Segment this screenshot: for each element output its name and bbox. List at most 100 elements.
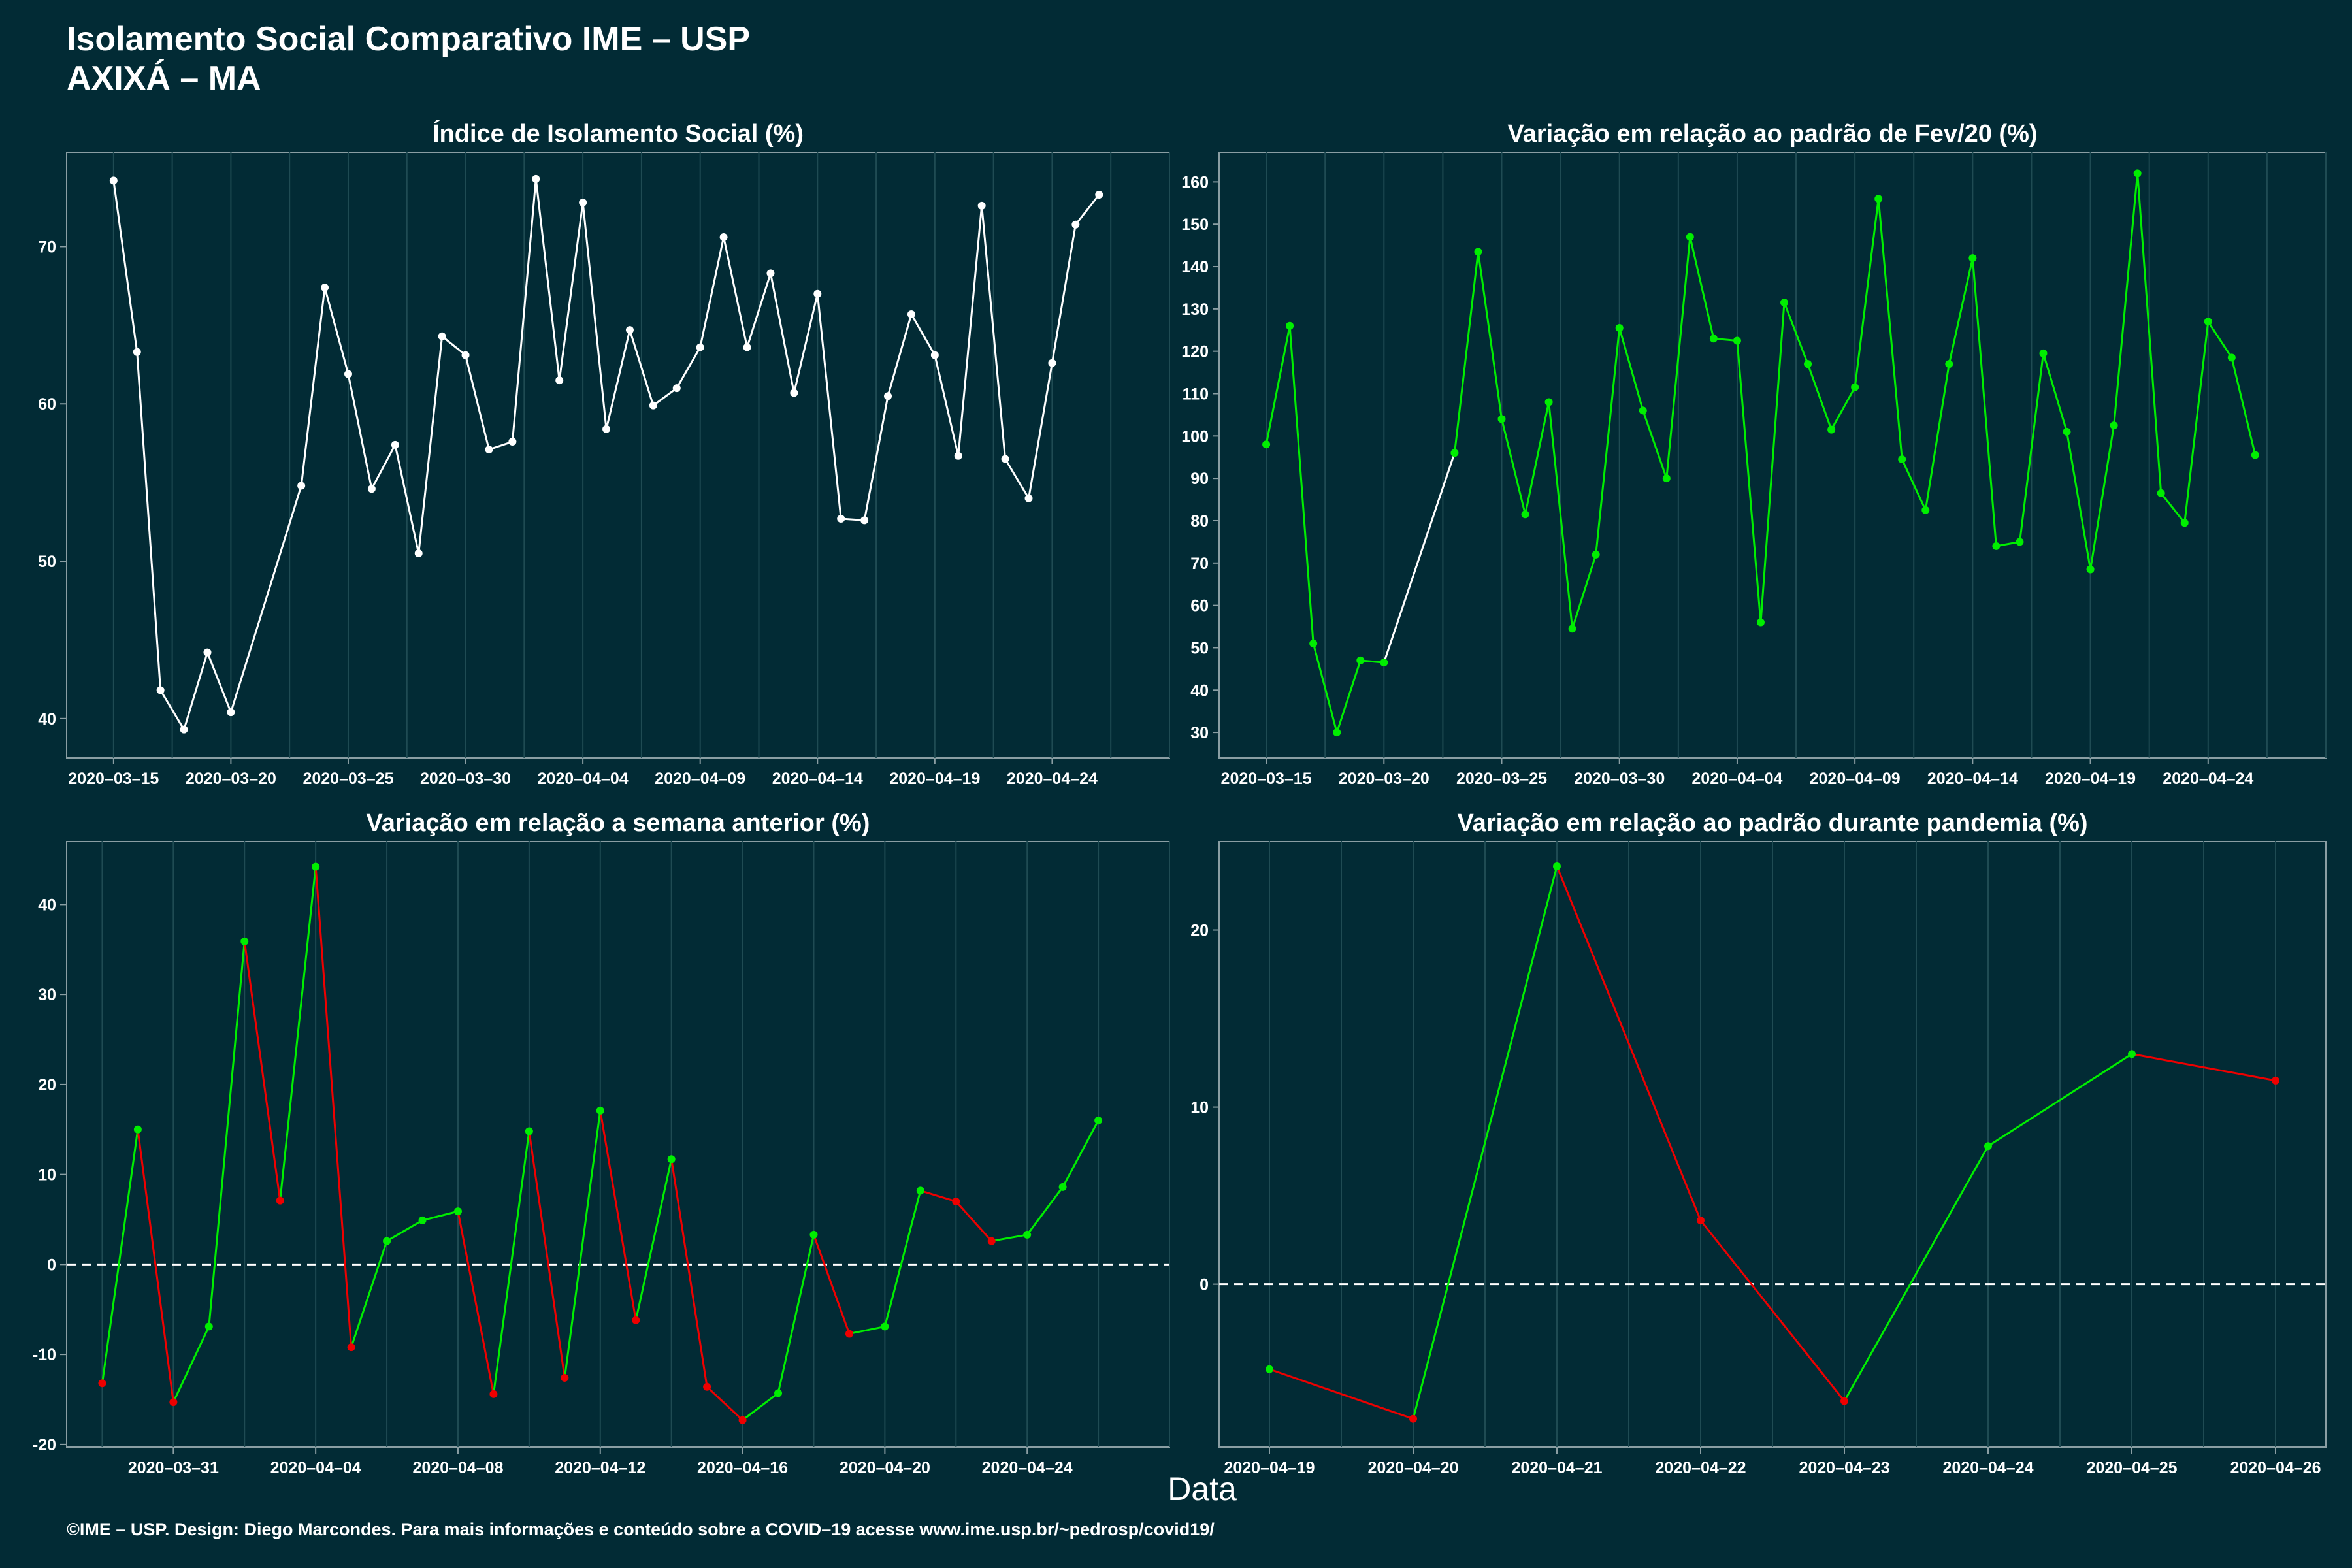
x-tick-label: 2020–04–26 <box>2230 1459 2321 1477</box>
chart-title: Variação em relação a semana anterior (%… <box>367 809 870 837</box>
data-point <box>555 376 564 385</box>
data-point <box>508 438 517 446</box>
data-point <box>2272 1076 2279 1085</box>
series-segment <box>1843 1145 1989 1402</box>
data-point <box>1827 425 1836 434</box>
y-tick-label: 100 <box>1181 427 1209 446</box>
data-point <box>719 233 728 242</box>
series-segment <box>1901 459 1927 511</box>
series-segment <box>991 1233 1028 1243</box>
chart-title: Variação em relação ao padrão durante pa… <box>1457 809 2087 837</box>
data-point <box>1497 415 1506 423</box>
x-tick-label: 2020–04–04 <box>270 1459 361 1477</box>
series-segment <box>1477 252 1503 419</box>
data-point <box>930 351 939 359</box>
data-point <box>1553 862 1561 870</box>
series-segment <box>243 941 282 1201</box>
series-segment <box>1806 363 1833 431</box>
x-tick-label: 2020–04–24 <box>1007 770 1098 788</box>
data-point <box>169 1398 178 1407</box>
series-segment <box>1453 252 1479 453</box>
series-segment <box>605 329 631 430</box>
series-segment <box>706 1386 743 1421</box>
series-segment <box>2136 173 2163 493</box>
x-tick-label: 2020–03–30 <box>1574 770 1665 788</box>
series-segment <box>2066 431 2092 570</box>
data-point <box>579 199 587 207</box>
data-point <box>561 1373 569 1382</box>
series-segment <box>599 1110 637 1321</box>
data-point <box>649 401 657 410</box>
series-segment <box>1524 402 1550 515</box>
data-point <box>1615 324 1624 333</box>
series-segment <box>1665 237 1691 479</box>
data-point <box>1780 299 1789 307</box>
data-point <box>625 326 634 335</box>
series-segment <box>742 1392 779 1421</box>
series-segment <box>441 335 466 356</box>
data-point <box>1709 335 1718 343</box>
series-segment <box>816 293 842 519</box>
data-point <box>1662 474 1671 483</box>
series-segment <box>2018 353 2044 542</box>
series-segment <box>1075 194 1100 225</box>
data-point <box>391 440 399 449</box>
page-subtitle: AXIXÁ – MA <box>67 59 261 97</box>
data-point <box>907 310 915 319</box>
chart-panel-2: 2020–03–15 2020–03–20 2020–03–25 2020–03–30… <box>1181 120 2327 788</box>
series-segment <box>813 1234 851 1334</box>
data-point <box>703 1382 711 1391</box>
data-point <box>860 516 869 525</box>
series-segment <box>1051 224 1077 363</box>
data-point <box>952 1197 960 1205</box>
data-point <box>1356 656 1365 664</box>
series-segment <box>1335 660 1362 733</box>
data-point <box>1945 360 1953 368</box>
data-point <box>1071 220 1080 229</box>
data-point <box>1266 1365 1273 1373</box>
data-point <box>2039 349 2048 357</box>
series-segment <box>746 272 772 348</box>
x-tick-label: 2020–04–04 <box>538 770 629 788</box>
y-tick-label: 140 <box>1181 258 1209 276</box>
data-point <box>809 1230 818 1239</box>
series-segment <box>1288 325 1315 644</box>
x-tick-label: 2020–04–22 <box>1655 1459 1746 1477</box>
data-point <box>1474 248 1482 256</box>
series-segment <box>370 444 397 489</box>
data-point <box>133 348 141 356</box>
data-point <box>438 332 446 340</box>
chart-title: Índice de Isolamento Social (%) <box>433 119 804 148</box>
data-point <box>414 549 423 557</box>
data-point <box>1568 625 1576 633</box>
series-segment <box>1877 199 1903 460</box>
series-segment <box>581 202 608 429</box>
series-segment <box>2089 425 2115 570</box>
x-tick-label: 2020–04–24 <box>982 1459 1073 1477</box>
y-tick-label: 20 <box>1190 922 1209 940</box>
y-tick-label: 30 <box>1190 724 1209 742</box>
y-tick-label: 0 <box>1200 1276 1209 1294</box>
data-point <box>977 201 986 210</box>
series-segment <box>457 1211 495 1395</box>
series-segment <box>1412 866 1558 1420</box>
y-tick-label: 30 <box>38 986 56 1004</box>
series-segment <box>1312 643 1338 733</box>
series-segment <box>1028 363 1053 498</box>
data-point <box>1984 1142 1992 1151</box>
series-segment <box>2113 173 2139 426</box>
series-segment <box>1854 199 1880 387</box>
y-tick-label: 120 <box>1181 343 1209 361</box>
x-tick-label: 2020–04–24 <box>1942 1459 2033 1477</box>
series-segment <box>1548 402 1574 629</box>
series-segment <box>1948 257 1974 365</box>
data-point <box>98 1379 106 1388</box>
series-segment <box>279 866 317 1201</box>
series-segment <box>528 1131 566 1379</box>
series-segment <box>2230 357 2257 455</box>
series-segment <box>1713 337 1738 342</box>
data-point <box>2157 489 2165 497</box>
y-tick-label: 10 <box>1190 1099 1209 1117</box>
x-tick-label: 2020–03–20 <box>186 770 276 788</box>
data-point <box>987 1237 996 1245</box>
